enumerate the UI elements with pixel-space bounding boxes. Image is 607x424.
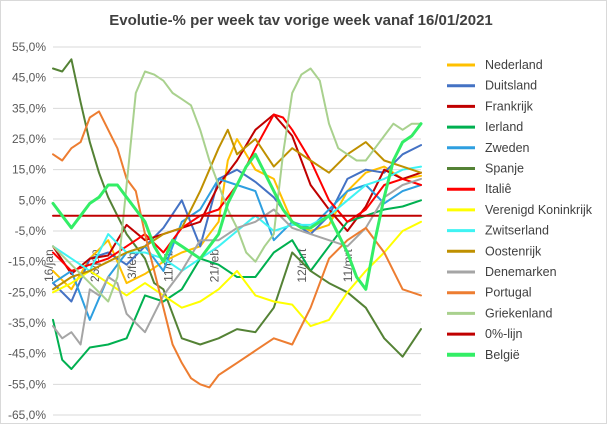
legend-label: Zwitserland xyxy=(485,224,549,238)
legend-label: België xyxy=(485,348,520,362)
x-tick-label: 3/feb xyxy=(125,252,139,279)
chart-title: Evolutie-% per week tav vorige week vana… xyxy=(109,12,493,29)
legend-label: Ierland xyxy=(485,120,523,134)
y-tick-label: 5,0% xyxy=(19,193,47,207)
y-tick-label: 35,0% xyxy=(12,101,46,115)
y-tick-label: -65,0% xyxy=(8,408,46,422)
series-line-zwitserland xyxy=(52,165,422,272)
legend-label: Zweden xyxy=(485,141,530,155)
legend-label: Duitsland xyxy=(485,79,537,93)
series-line-itali- xyxy=(52,113,422,272)
series-line-nederland xyxy=(52,138,422,291)
x-tick-label: 11/mrt xyxy=(341,248,355,282)
x-axis-ticks: 16/jan 26/jan 3/feb 11/feb 21/feb 12/mrt 11/mr… xyxy=(42,248,355,283)
legend-label: Verenigd Koninkrijk xyxy=(485,203,593,217)
legend-label: Frankrijk xyxy=(485,99,534,113)
x-tick-label: 16/jan xyxy=(42,249,56,282)
y-tick-label: -5,0% xyxy=(15,224,47,238)
legend-label: Denemarken xyxy=(485,265,557,279)
series-line-griekenland xyxy=(52,67,422,303)
series-line-verenigd-koninkrijk xyxy=(52,220,422,328)
series-line-portugal xyxy=(52,110,422,389)
legend-label: Spanje xyxy=(485,162,524,176)
series-line-belgi- xyxy=(51,122,423,291)
y-tick-label: 25,0% xyxy=(12,132,46,146)
y-tick-label: -25,0% xyxy=(8,285,46,299)
y-tick-label: 15,0% xyxy=(12,163,46,177)
legend-label: Nederland xyxy=(485,58,543,72)
legend: Nederland Duitsland Frankrijk Ierland Zweden… xyxy=(447,58,593,362)
legend-label: Oostenrijk xyxy=(485,244,542,258)
y-tick-label: -35,0% xyxy=(8,316,46,330)
legend-label: Griekenland xyxy=(485,306,552,320)
series-line-ierland xyxy=(52,199,422,370)
series-lines xyxy=(51,58,423,389)
series-line-oostenrijk xyxy=(52,128,422,291)
y-tick-label: -45,0% xyxy=(8,347,46,361)
y-tick-label: 55,0% xyxy=(12,40,46,54)
y-tick-label: -55,0% xyxy=(8,377,46,391)
legend-label: Italiê xyxy=(485,182,511,196)
x-tick-label: 12/mrt xyxy=(295,248,309,283)
x-tick-label: 21/feb xyxy=(208,249,222,283)
series-line-duitsland xyxy=(52,144,422,303)
legend-label: Portugal xyxy=(485,286,532,300)
y-tick-label: 45,0% xyxy=(12,71,46,85)
y-tick-label: -15,0% xyxy=(8,255,46,269)
legend-label: 0%-lijn xyxy=(485,327,523,341)
y-axis-ticks: 55,0% 45,0% 35,0% 25,0% 15,0% 5,0% -5,0% -15,0%… xyxy=(8,40,46,422)
